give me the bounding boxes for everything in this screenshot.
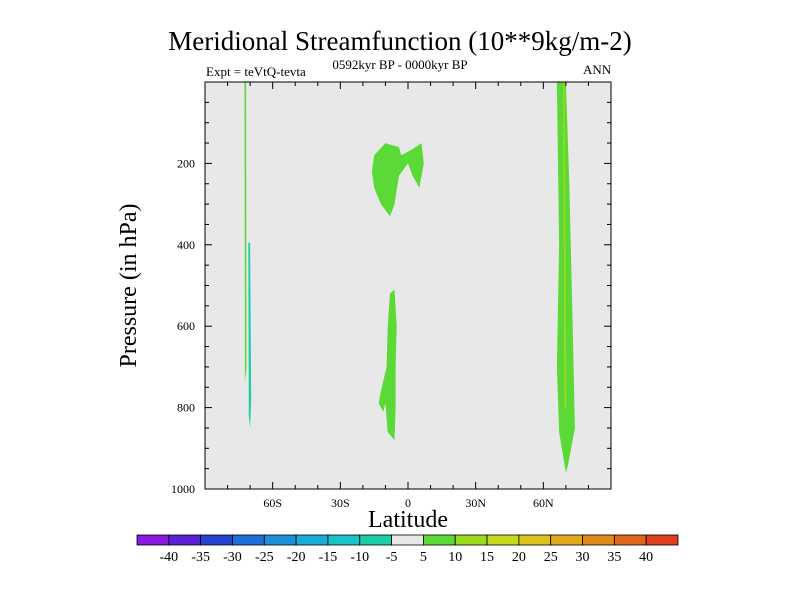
colorbar-swatch <box>232 534 265 546</box>
colorbar-label: 35 <box>607 550 621 565</box>
colorbar-swatch <box>136 534 170 546</box>
axis-ticks: 60S 30S 0 30N 60N 200 400 600 800 1000 <box>171 82 611 510</box>
y-tick-label: 800 <box>177 401 195 415</box>
season-label: ANN <box>583 62 612 77</box>
colorbar-label: -25 <box>255 550 274 565</box>
colorbar-label: 40 <box>639 550 653 565</box>
colorbar-label: 10 <box>448 550 462 565</box>
contour-sh-polar-thin-positive <box>244 82 247 384</box>
colorbar-label: 15 <box>480 550 494 565</box>
contour-nh-polar-inner <box>563 82 567 408</box>
contour-tropics-upper-positive <box>371 143 424 217</box>
colorbar-swatch <box>295 534 329 546</box>
colorbar-label: 25 <box>544 550 558 565</box>
colorbar-swatch <box>359 534 392 546</box>
colorbar-label: -20 <box>287 550 306 565</box>
x-tick-label: 60S <box>263 496 282 510</box>
colorbar: -40 -35 -30 -25 -20 -15 -10 -5 5 10 15 20 25 30 35 40 <box>136 534 679 565</box>
colorbar-swatch <box>454 534 488 546</box>
colorbar-label: -40 <box>159 550 178 565</box>
x-tick-label: 30N <box>465 496 486 510</box>
y-tick-label: 200 <box>177 156 195 170</box>
colorbar-swatch <box>550 534 583 546</box>
colorbar-swatch <box>200 534 233 546</box>
y-tick-label: 1000 <box>171 482 195 496</box>
colorbar-swatch <box>391 534 424 546</box>
contour-sh-polar-negative <box>248 242 252 428</box>
experiment-label: Expt = teVtQ-tevta <box>206 64 306 79</box>
colorbar-label: 30 <box>576 550 590 565</box>
chart-title: Meridional Streamfunction (10**9kg/m-2) <box>168 26 632 56</box>
plot-background <box>205 82 611 489</box>
colorbar-label: 20 <box>512 550 526 565</box>
y-axis-label: Pressure (in hPa) <box>116 204 142 368</box>
colorbar-label: -35 <box>191 550 210 565</box>
colorbar-swatch <box>582 534 615 546</box>
y-tick-label: 400 <box>177 238 195 252</box>
colorbar-swatch <box>613 534 647 546</box>
x-tick-label: 60N <box>533 496 554 510</box>
colorbar-swatch <box>263 534 297 546</box>
colorbar-label: -30 <box>223 550 242 565</box>
y-tick-label: 600 <box>177 319 195 333</box>
contour-tropics-lower-positive <box>378 289 397 441</box>
x-axis-label: Latitude <box>368 507 448 533</box>
x-tick-label: 30S <box>331 496 350 510</box>
colorbar-swatch <box>168 534 202 546</box>
colorbar-swatch <box>645 534 679 546</box>
colorbar-swatch <box>423 534 456 546</box>
colorbar-label: -5 <box>386 550 398 565</box>
colorbar-label: -15 <box>319 550 338 565</box>
colorbar-swatch <box>327 534 361 546</box>
contour-nh-polar-positive <box>556 82 575 473</box>
colorbar-label: -10 <box>350 550 369 565</box>
colorbar-label: 5 <box>420 550 427 565</box>
period-label: 0592kyr BP - 0000kyr BP <box>332 57 468 72</box>
contour-layer <box>244 82 575 473</box>
colorbar-swatch <box>486 534 520 546</box>
colorbar-swatch <box>518 534 552 546</box>
x-tick-label: 0 <box>405 496 411 510</box>
